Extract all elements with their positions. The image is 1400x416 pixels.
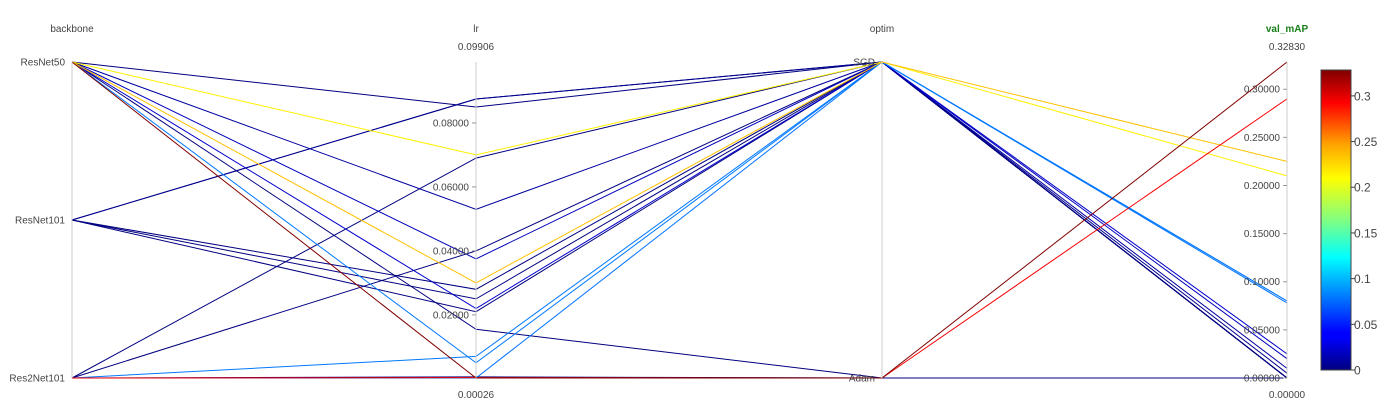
data-line <box>71 61 1288 364</box>
axis-max-label: 0.32830 <box>1269 42 1306 53</box>
tick-label: 0.02000 <box>433 310 470 321</box>
axis-min-label: 0.00000 <box>1269 390 1306 401</box>
colorbar-tick-label: 0.15 <box>1354 226 1378 240</box>
tick-label: 0.04000 <box>433 246 470 257</box>
tick-label: 0.08000 <box>433 118 470 129</box>
category-label: Res2Net101 <box>9 374 65 385</box>
data-line <box>71 61 1288 360</box>
tick-label: 0.15000 <box>1244 229 1281 240</box>
axis-val-mAP: val_mAP 0.32830 0.00000 0.00000 0.05000 0.100… <box>1244 24 1309 401</box>
tick-label: 0.05000 <box>1244 325 1281 336</box>
tick-label: 0.25000 <box>1244 133 1281 144</box>
colorbar-gradient <box>1320 69 1352 371</box>
axis-title: backbone <box>50 24 94 35</box>
axis-min-label: 0.00026 <box>458 390 495 401</box>
data-line <box>71 61 1288 284</box>
data-line <box>71 61 1288 379</box>
data-line <box>71 61 1288 379</box>
axis-title: val_mAP <box>1266 24 1309 35</box>
data-line <box>71 61 1288 177</box>
colorbar-tick-label: 0.1 <box>1354 272 1371 286</box>
tick-label: 0.06000 <box>433 182 470 193</box>
data-line <box>71 61 1288 369</box>
colorbar-tick-label: 0.25 <box>1354 135 1378 149</box>
category-label: ResNet50 <box>21 58 66 69</box>
axis-lr: lr 0.09906 0.00026 0.02000 0.04000 0.06000 0.0… <box>433 24 495 401</box>
colorbar: 0 0.05 0.1 0.15 0.2 0.25 0.3 <box>1320 69 1378 378</box>
axis-max-label: 0.09906 <box>458 42 495 53</box>
axis-backbone: backbone ResNet50 ResNet101 Res2Net101 <box>9 24 94 385</box>
tick-label: 0.10000 <box>1244 277 1281 288</box>
tick-label: 0.00000 <box>1244 374 1281 385</box>
colorbar-tick-label: 0.2 <box>1354 181 1371 195</box>
tick-label: 0.20000 <box>1244 181 1281 192</box>
data-line <box>72 61 1288 379</box>
tick-label: 0.30000 <box>1244 85 1281 96</box>
data-line <box>71 61 1288 374</box>
colorbar-tick-label: 0.3 <box>1354 89 1371 103</box>
data-lines <box>71 61 1288 379</box>
category-label: ResNet101 <box>15 216 65 227</box>
category-label: Adam <box>849 374 875 385</box>
axes: backbone ResNet50 ResNet101 Res2Net101 lr 0.0… <box>9 24 1308 401</box>
axis-title: optim <box>870 24 894 35</box>
data-line <box>71 61 1288 355</box>
axis-title: lr <box>473 24 479 35</box>
axis-optim: optim SGD Adam <box>849 24 894 385</box>
colorbar-tick-label: 0.05 <box>1354 318 1378 332</box>
colorbar-tick-label: 0 <box>1354 364 1361 378</box>
data-line <box>71 98 1288 379</box>
category-label: SGD <box>853 58 875 69</box>
